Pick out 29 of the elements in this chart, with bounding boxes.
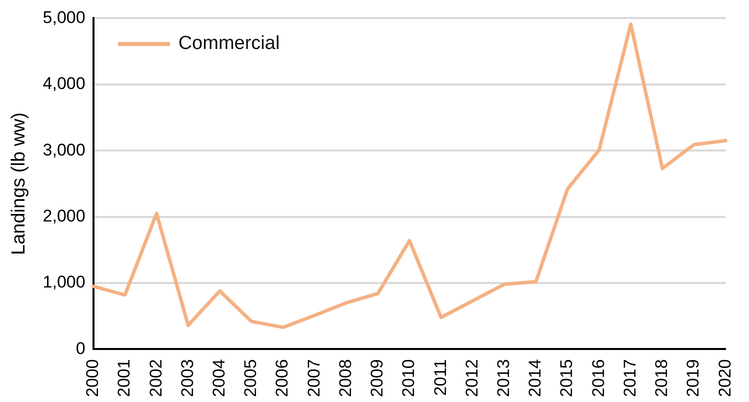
y-tick-label: 4,000 bbox=[42, 74, 86, 94]
x-tick-label: 2017 bbox=[620, 359, 640, 398]
x-tick-label: 2004 bbox=[209, 359, 228, 398]
x-tick-label: 2000 bbox=[83, 359, 102, 398]
y-tick-label: 5,000 bbox=[42, 8, 86, 27]
x-tick-label: 2005 bbox=[241, 359, 260, 398]
x-tick-label: 2012 bbox=[462, 359, 482, 398]
x-tick-label: 2015 bbox=[557, 359, 576, 398]
x-tick-label: 2001 bbox=[114, 359, 134, 398]
y-tick-label: 3,000 bbox=[42, 140, 86, 160]
x-tick-label: 2010 bbox=[399, 359, 418, 398]
x-tick-label: 2019 bbox=[684, 359, 703, 398]
y-axis-title: Landings (lb ww) bbox=[8, 112, 30, 255]
y-tick-label: 1,000 bbox=[42, 272, 86, 292]
x-tick-label: 2002 bbox=[146, 359, 166, 398]
x-tick-label: 2007 bbox=[304, 359, 324, 398]
legend-label: Commercial bbox=[178, 33, 280, 56]
y-tick-label: 2,000 bbox=[42, 206, 86, 226]
x-tick-label: 2003 bbox=[178, 359, 197, 398]
x-tick-label: 2018 bbox=[652, 359, 672, 398]
x-tick-label: 2013 bbox=[494, 359, 513, 398]
x-tick-label: 2016 bbox=[588, 359, 608, 398]
x-tick-label: 2009 bbox=[368, 359, 387, 398]
y-tick-label: 0 bbox=[76, 338, 86, 358]
x-tick-label: 2008 bbox=[336, 359, 355, 398]
x-tick-label: 2014 bbox=[526, 359, 545, 398]
x-tick-label: 2011 bbox=[430, 359, 450, 396]
x-tick-label: 2020 bbox=[715, 359, 734, 398]
x-tick-label: 2006 bbox=[272, 359, 292, 398]
